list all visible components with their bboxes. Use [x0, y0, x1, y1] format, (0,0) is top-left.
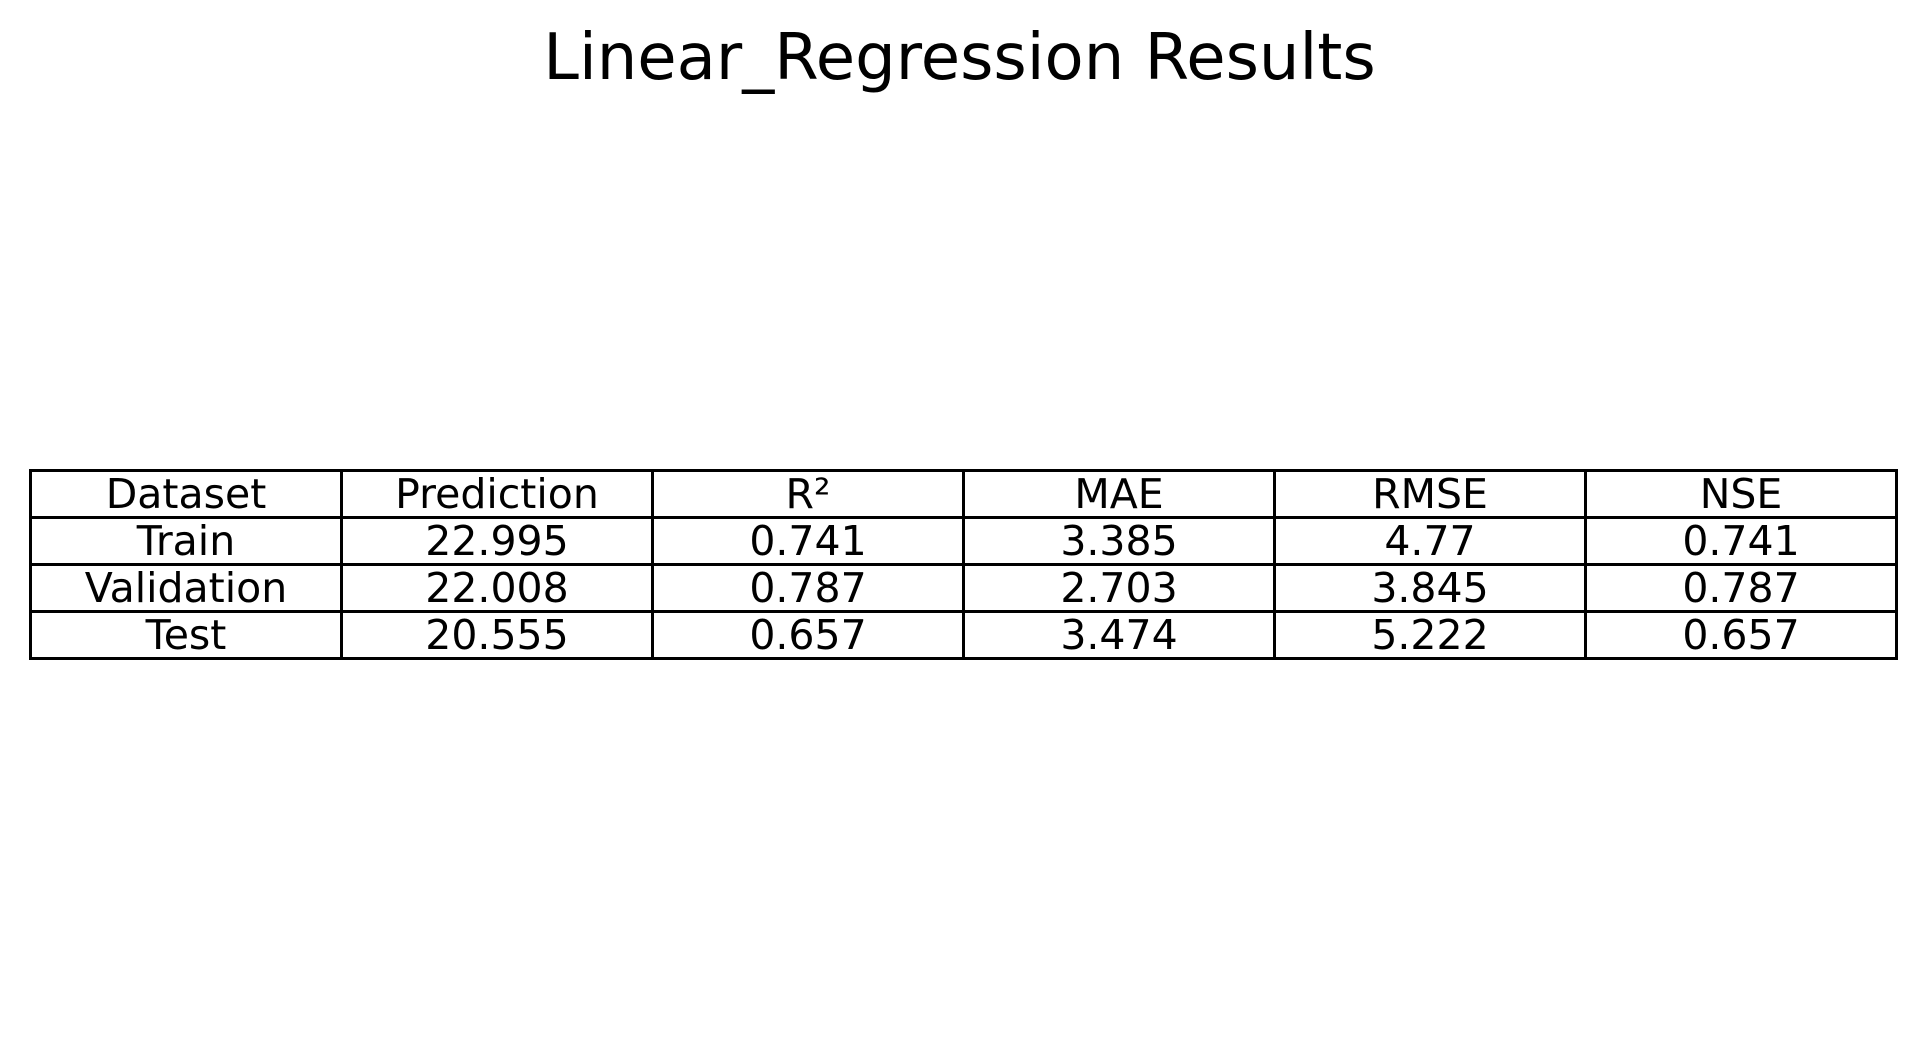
table-cell-r2: 0.787	[651, 563, 965, 613]
header-cell-prediction: Prediction	[340, 469, 654, 519]
header-cell-mae: MAE	[962, 469, 1276, 519]
table-row-test: Test 20.555 0.657 3.474 5.222 0.657	[29, 610, 1898, 660]
table-cell-nse: 0.657	[1584, 610, 1898, 660]
table-cell-r2: 0.657	[651, 610, 965, 660]
header-cell-dataset: Dataset	[29, 469, 343, 519]
table-cell-dataset: Test	[29, 610, 343, 660]
header-cell-r2: R²	[651, 469, 965, 519]
table-header-row: Dataset Prediction R² MAE RMSE NSE	[29, 469, 1898, 519]
table-cell-nse: 0.787	[1584, 563, 1898, 613]
table-cell-dataset: Train	[29, 516, 343, 566]
table-cell-r2: 0.741	[651, 516, 965, 566]
table-row-validation: Validation 22.008 0.787 2.703 3.845 0.78…	[29, 563, 1898, 613]
table-cell-mae: 3.385	[962, 516, 1276, 566]
chart-title: Linear_Regression Results	[543, 21, 1376, 95]
table-row-train: Train 22.995 0.741 3.385 4.77 0.741	[29, 516, 1898, 566]
table-cell-mae: 2.703	[962, 563, 1276, 613]
table-cell-prediction: 22.995	[340, 516, 654, 566]
table-cell-dataset: Validation	[29, 563, 343, 613]
table-cell-mae: 3.474	[962, 610, 1276, 660]
table-cell-nse: 0.741	[1584, 516, 1898, 566]
header-cell-rmse: RMSE	[1273, 469, 1587, 519]
table-cell-rmse: 5.222	[1273, 610, 1587, 660]
table-cell-prediction: 20.555	[340, 610, 654, 660]
results-table: Dataset Prediction R² MAE RMSE NSE Train…	[29, 469, 1898, 660]
table-cell-rmse: 4.77	[1273, 516, 1587, 566]
table-cell-rmse: 3.845	[1273, 563, 1587, 613]
table-cell-prediction: 22.008	[340, 563, 654, 613]
header-cell-nse: NSE	[1584, 469, 1898, 519]
